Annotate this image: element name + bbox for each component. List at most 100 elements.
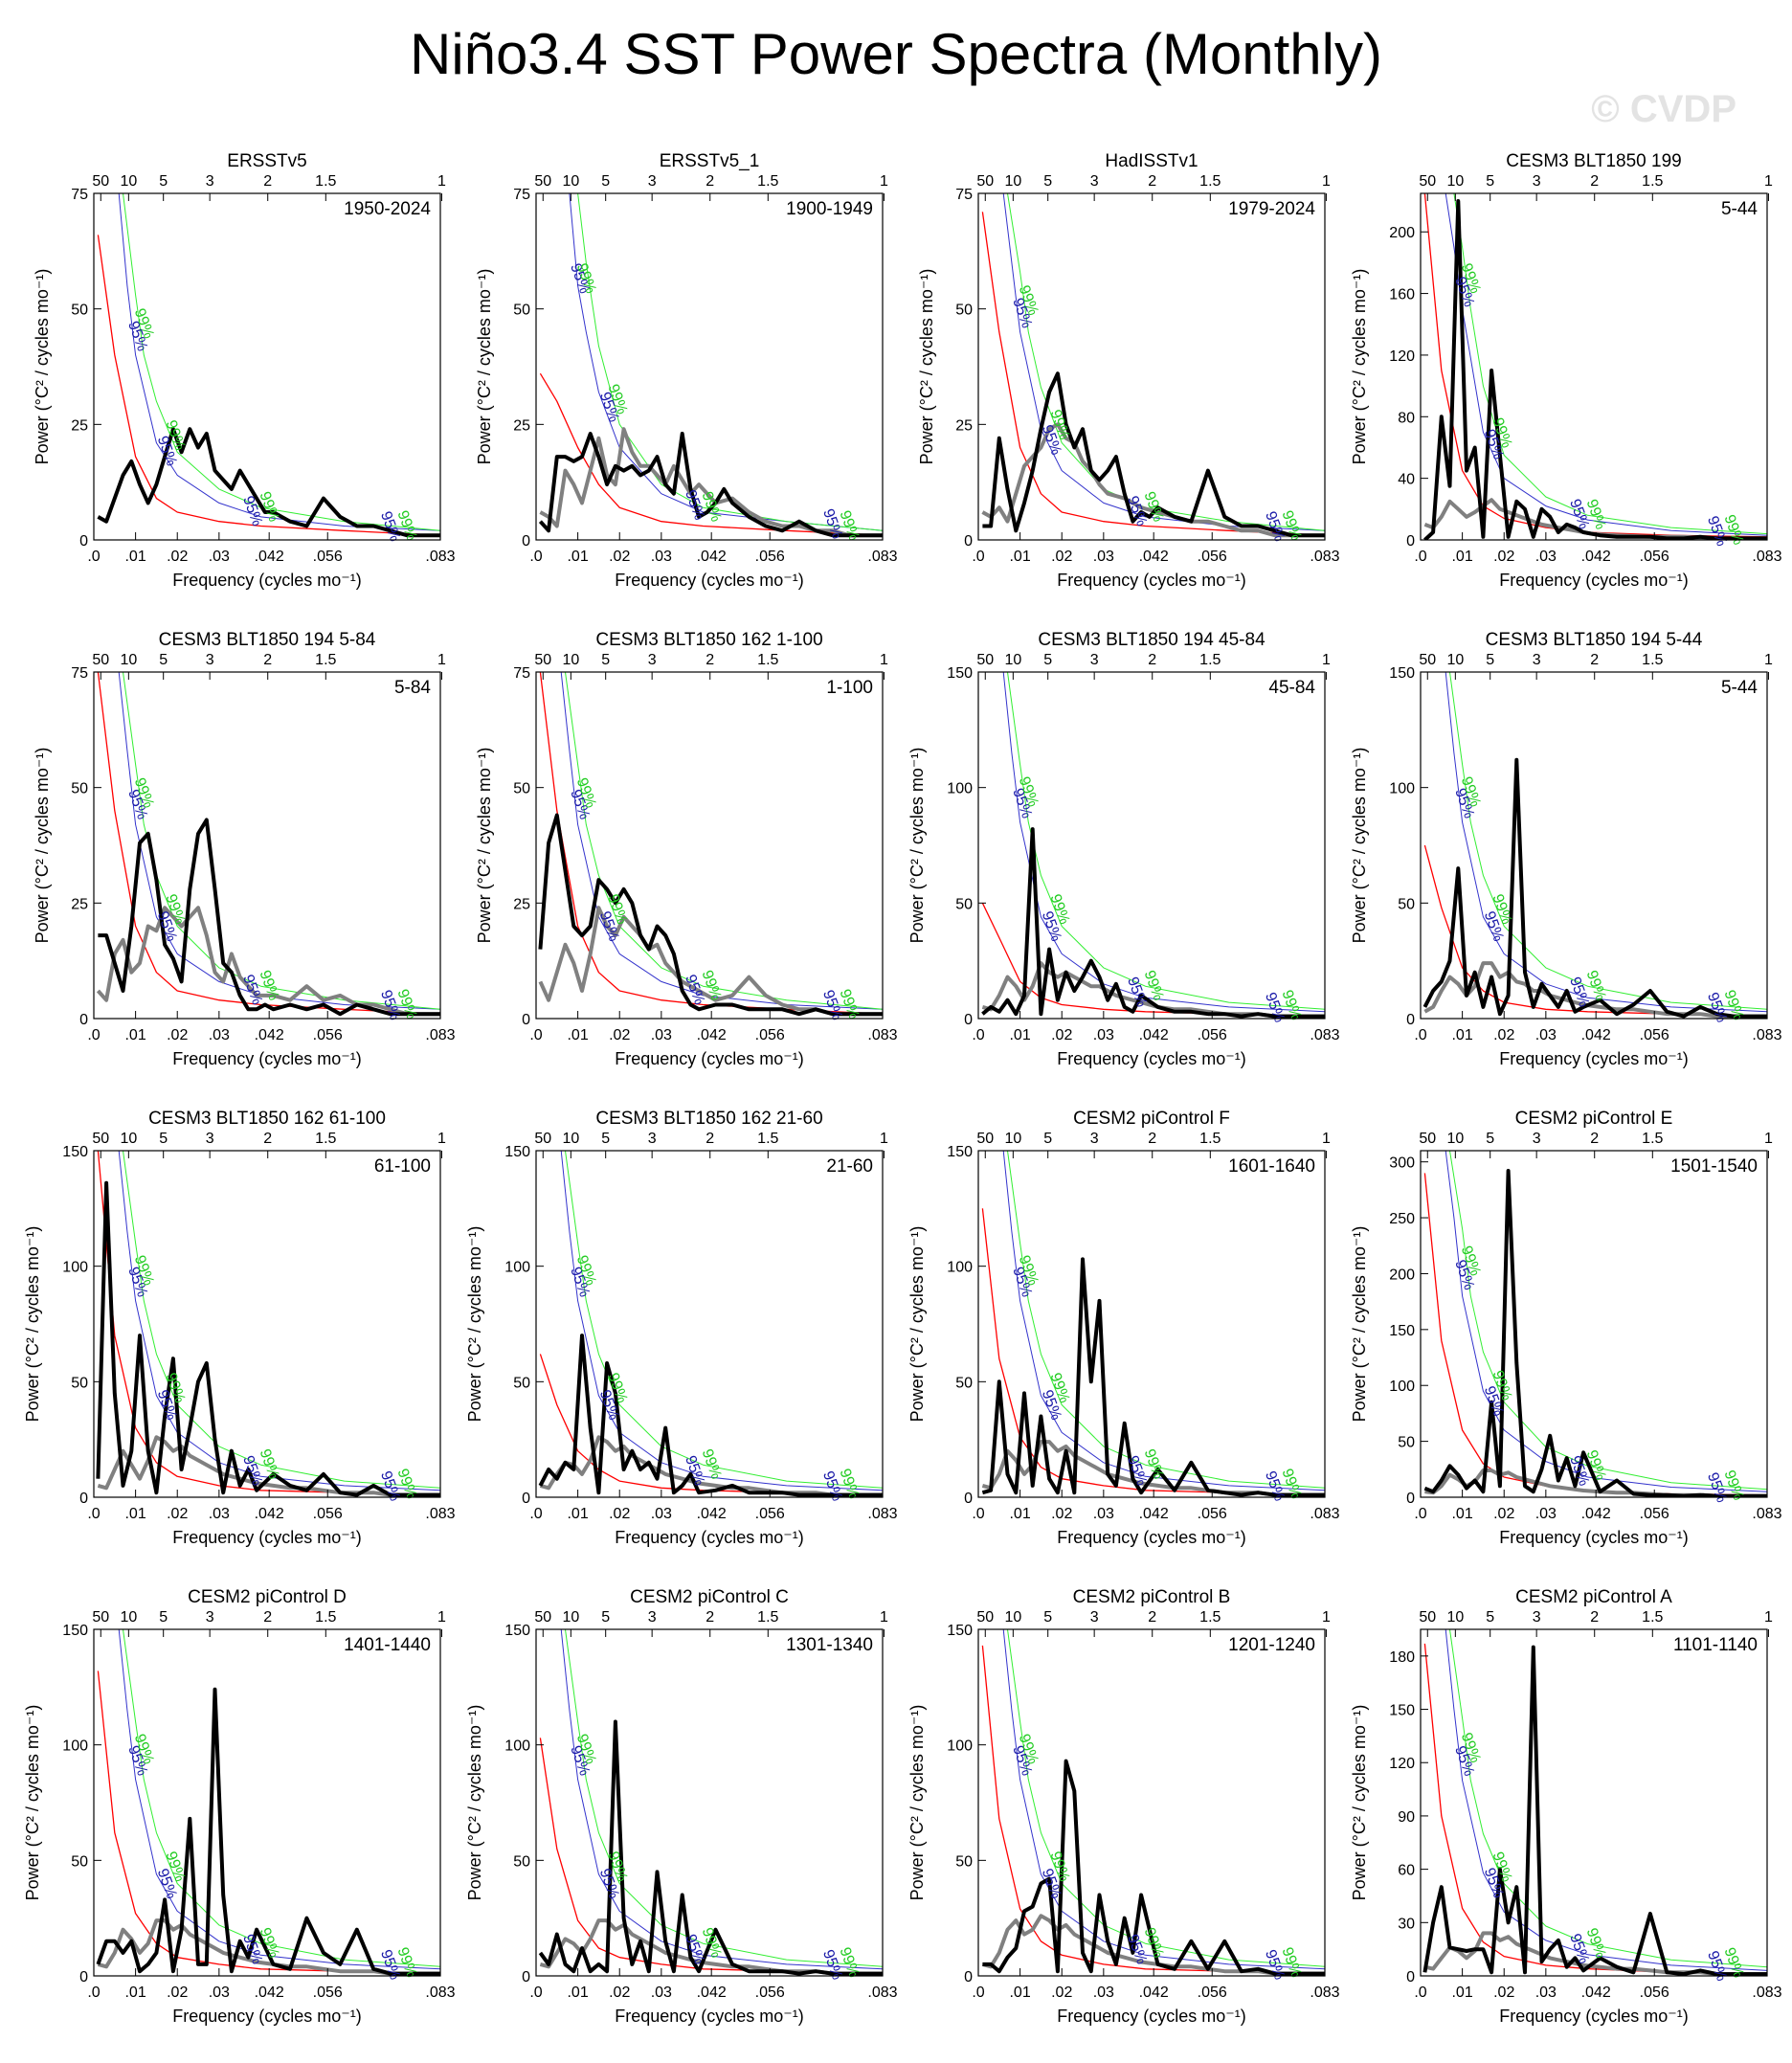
y-tick-label: 200 [1389,1267,1415,1283]
top-tick-label: 10 [1446,652,1464,668]
top-tick-label: 1 [1764,1131,1773,1147]
x-tick-label: .056 [1640,549,1669,565]
y-tick-label: 50 [955,1853,973,1870]
top-tick-label: 2 [1590,1131,1599,1147]
y-axis-label: Power (°C² / cycles mo⁻¹) [23,1705,42,1901]
panel-title: CESM3 BLT1850 194 45-84 [1038,630,1266,650]
plot-frame [535,192,884,541]
series-95 [118,1151,440,1491]
y-tick-label: 50 [513,781,530,797]
top-tick-label: 1 [880,173,888,190]
x-tick-label: .083 [1310,1027,1339,1043]
x-tick-label: .042 [697,1506,727,1522]
series-spectrum [98,818,440,1017]
x-tick-label: .0 [972,1027,984,1043]
top-tick-label: 1 [437,652,446,668]
top-tick-label: 2 [1590,173,1599,190]
series-spectrum [1423,1169,1767,1497]
x-tick-label: .0 [87,549,100,565]
panel-title: HadISSTv1 [1105,151,1198,171]
x-tick-label: .02 [609,1985,630,2001]
series-95 [1445,193,1767,536]
top-tick-label: 3 [1090,1131,1099,1147]
x-tick-label: .03 [651,1506,672,1522]
y-tick-label: 75 [513,665,530,682]
x-tick-label: .01 [1009,1027,1030,1043]
series-99 [123,193,440,531]
series-red [981,212,1325,536]
series-red [539,672,883,1015]
x-tick-label: .02 [1051,549,1072,565]
panel-title: CESM3 BLT1850 162 61-100 [148,1109,386,1129]
series-95 [1002,672,1325,1013]
top-tick-label: 2 [706,652,714,668]
x-tick-label: .03 [651,1985,672,2001]
x-axis-label: Frequency (cycles mo⁻¹) [615,1528,804,1547]
top-tick-label: 5 [1486,652,1494,668]
x-tick-label: .083 [1752,1985,1781,2001]
top-tick-label: 1 [437,173,446,190]
plot-frame [1420,1628,1768,1977]
top-tick-label: 1 [437,1609,446,1626]
x-tick-label: .042 [1581,549,1611,565]
top-tick-label: 1.5 [1642,1609,1663,1626]
panel-title: CESM2 piControl D [188,1587,347,1607]
y-tick-label: 50 [513,1375,530,1391]
series-99 [577,193,883,531]
top-tick-label: 5 [159,1131,168,1147]
top-tick-label: 5 [159,173,168,190]
x-tick-label: .02 [167,549,188,565]
x-tick-label: .03 [1535,1985,1557,2001]
y-tick-label: 100 [1389,1379,1415,1395]
y-axis-label: Power (°C² / cycles mo⁻¹) [1350,1226,1369,1423]
series-99 [1453,193,1767,535]
top-tick-label: 5 [1043,652,1052,668]
x-tick-label: .083 [867,1506,897,1522]
panel-title: ERSSTv5_1 [660,151,760,171]
top-tick-label: 3 [1090,652,1099,668]
panel-period: 1401-1440 [344,1635,431,1655]
top-tick-label: 10 [562,652,579,668]
top-tick-label: 10 [1004,1131,1021,1147]
top-tick-label: 2 [1148,1131,1156,1147]
plot-frame [977,1628,1326,1977]
x-axis-label: Frequency (cycles mo⁻¹) [1499,571,1689,590]
watermark: © CVDP [1591,88,1736,130]
y-tick-label: 0 [1406,1969,1415,1985]
x-tick-label: .0 [1414,549,1426,565]
x-tick-label: .042 [1581,1985,1611,2001]
panel-period: 1601-1640 [1228,1156,1315,1177]
y-tick-label: 100 [504,1260,530,1276]
top-tick-label: 3 [206,1609,214,1626]
y-tick-label: 0 [79,533,88,549]
series-spectrum [981,1257,1325,1497]
x-tick-label: .056 [313,1985,343,2001]
y-tick-label: 150 [947,1623,973,1639]
x-tick-label: .03 [1093,1506,1114,1522]
top-tick-label: 2 [1590,652,1599,668]
top-tick-label: 5 [601,1609,610,1626]
y-tick-label: 100 [1389,781,1415,797]
series-ensemble [538,906,883,1017]
x-axis-label: Frequency (cycles mo⁻¹) [1057,2007,1246,2026]
x-tick-label: .056 [755,1985,785,2001]
y-tick-label: 25 [71,417,88,434]
y-tick-label: 0 [522,1491,530,1507]
x-tick-label: .02 [1493,1027,1514,1043]
top-tick-label: 1.5 [1642,652,1663,668]
x-tick-label: .02 [609,1506,630,1522]
x-tick-label: .056 [1198,1027,1227,1043]
x-tick-label: .042 [255,1506,284,1522]
x-tick-label: .056 [1198,1506,1227,1522]
y-tick-label: 150 [1389,1323,1415,1339]
series-spectrum [538,1334,883,1497]
series-99 [123,672,440,1010]
series-99 [565,1151,883,1489]
y-tick-label: 75 [513,187,530,203]
x-tick-label: .01 [567,1027,588,1043]
x-tick-label: .056 [1198,1985,1227,2001]
